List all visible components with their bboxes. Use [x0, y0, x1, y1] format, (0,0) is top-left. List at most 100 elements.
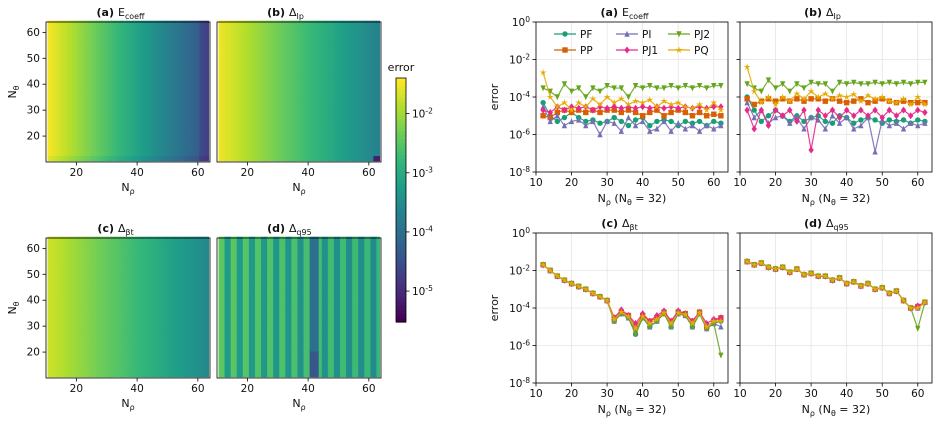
heatmap-cell — [77, 366, 82, 373]
heatmap-cell — [282, 129, 286, 136]
heatmap-cell — [355, 62, 359, 68]
heatmap-cell — [47, 67, 52, 74]
heatmap-cell — [324, 77, 329, 84]
heatmap-cell — [276, 252, 280, 259]
heatmap-cell — [254, 51, 259, 58]
heatmap-cell — [199, 36, 204, 43]
heatmap-cell — [62, 361, 67, 367]
heatmap-cell — [99, 139, 103, 146]
heatmap-cell — [264, 77, 268, 84]
heatmap-cell — [285, 77, 289, 84]
heatmap-cell — [279, 62, 283, 68]
heatmap-cell — [202, 335, 207, 342]
heatmap-cell — [321, 51, 326, 58]
heatmap-cell — [123, 57, 128, 63]
heatmap-cell — [245, 361, 250, 367]
heatmap-cell — [288, 293, 293, 300]
heatmap-cell — [87, 247, 91, 253]
heatmap-cell — [270, 345, 274, 352]
heatmap-cell — [120, 236, 125, 243]
heatmap-cell — [267, 257, 271, 264]
heatmap-cell — [199, 350, 204, 357]
heatmap-cell — [153, 62, 158, 68]
heatmap-cell — [105, 124, 109, 131]
heatmap-cell — [129, 77, 134, 84]
heatmap-cell — [65, 36, 70, 43]
heatmap-cell — [87, 252, 91, 259]
heatmap-cell — [71, 134, 76, 141]
heatmap-cell — [135, 103, 140, 110]
heatmap-cell — [132, 262, 137, 269]
heatmap-cell — [321, 67, 326, 74]
heatmap-cell — [159, 72, 164, 79]
heatmap-cell — [80, 330, 85, 336]
heatmap-cell — [288, 124, 293, 131]
heatmap-cell — [358, 134, 362, 141]
heatmap-cell — [315, 93, 320, 100]
heatmap-cell — [111, 345, 115, 352]
heatmap-cell — [165, 46, 170, 53]
heatmap-cell — [175, 298, 179, 305]
heatmap-cell — [108, 319, 112, 326]
heatmap-cell — [175, 257, 179, 264]
heatmap-cell — [181, 236, 185, 243]
heatmap-cell — [59, 309, 64, 316]
heatmap-cell — [162, 278, 167, 284]
heatmap-cell — [138, 88, 143, 94]
heatmap-cell — [153, 72, 158, 79]
heatmap-cell — [65, 273, 70, 279]
heatmap-cell — [242, 335, 247, 342]
heatmap-cell — [71, 267, 76, 274]
heatmap-cell — [245, 41, 250, 48]
heatmap-cell — [184, 88, 188, 94]
heatmap-cell — [138, 298, 143, 305]
heatmap-cell — [59, 25, 64, 32]
heatmap-cell — [56, 88, 61, 94]
heatmap-cell — [324, 124, 329, 131]
heatmap-cell — [144, 314, 149, 321]
heatmap-cell — [267, 108, 271, 115]
panel-title-text: ΔIp — [289, 6, 304, 21]
heatmap-cell — [90, 41, 94, 48]
heatmap-cell — [294, 103, 299, 110]
heatmap-cell — [190, 355, 194, 362]
heatmap-cell — [80, 293, 85, 300]
heatmap-cell — [367, 134, 371, 141]
heatmap-cell — [349, 31, 353, 37]
heatmap-cell — [336, 108, 341, 115]
heatmap-cell — [153, 252, 158, 259]
heatmap-cell — [202, 324, 207, 331]
heatmap-cell — [218, 41, 223, 48]
heatmap-cell — [169, 20, 173, 27]
heatmap-cell — [165, 273, 170, 279]
heatmap-cell — [111, 31, 115, 37]
heatmap-cell — [233, 119, 238, 126]
heatmap-cell — [47, 134, 52, 141]
heatmap-cell — [153, 293, 158, 300]
heatmap-cell — [181, 155, 185, 162]
heatmap-cell — [221, 361, 226, 367]
heatmap-cell — [288, 41, 293, 48]
heatmap-cell — [153, 319, 158, 326]
heatmap-cell — [315, 46, 320, 53]
heatmap-cell — [117, 273, 122, 279]
heatmap-cell — [144, 25, 149, 32]
heatmap-cell — [83, 278, 88, 284]
heatmap-cell — [352, 31, 356, 37]
heatmap-cell — [96, 82, 100, 89]
heatmap-cell — [276, 278, 280, 284]
heatmap-cell — [230, 304, 235, 310]
heatmap-cell — [153, 247, 158, 253]
heatmap-cell — [288, 114, 293, 120]
heatmap-cell — [105, 355, 109, 362]
heatmap-cell — [248, 103, 253, 110]
heatmap-cell — [117, 134, 122, 141]
heatmap-cell — [376, 31, 381, 37]
heatmap-cell — [318, 51, 323, 58]
heatmap-cell — [181, 262, 185, 269]
heatmap-cell — [90, 330, 94, 336]
heatmap-cell — [65, 134, 70, 141]
heatmap-cell — [370, 98, 375, 105]
heatmap-cell — [123, 247, 128, 253]
heatmap-cell — [333, 41, 338, 48]
